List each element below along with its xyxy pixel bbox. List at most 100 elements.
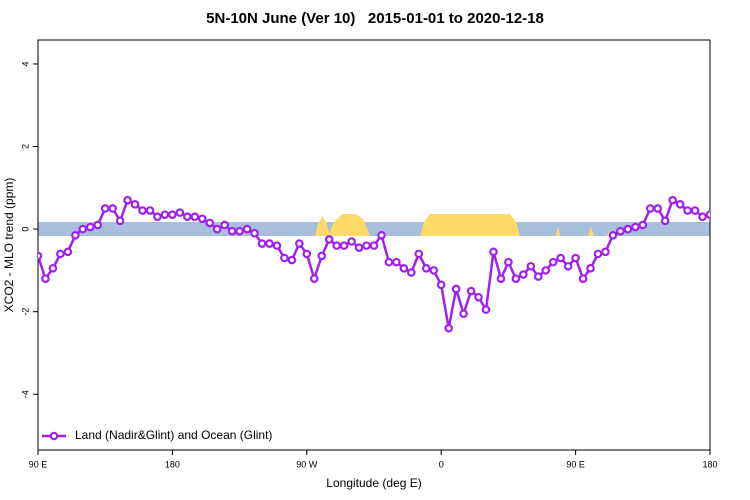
y-tick-label: -4 (20, 390, 30, 398)
point (38, 251, 43, 261)
point (631, 222, 640, 232)
point (459, 309, 468, 319)
point (496, 274, 506, 283)
point (623, 224, 633, 234)
point (48, 264, 58, 273)
point (175, 208, 185, 217)
y-axis-label: XCO2 - MLO trend (ppm) (2, 178, 16, 313)
point (250, 228, 259, 238)
point (257, 239, 267, 248)
y-tick-label: 2 (20, 144, 30, 149)
land-ocean-band (38, 214, 710, 236)
point (593, 249, 603, 259)
point (309, 274, 319, 283)
point (265, 239, 274, 248)
chart-title: 5N-10N June (Ver 10) 2015-01-01 to 2020-… (206, 10, 544, 27)
point (407, 268, 416, 277)
point (123, 195, 132, 205)
x-tick-label: 90 E (29, 459, 48, 469)
point (108, 204, 117, 213)
y-tick-label: -2 (20, 308, 30, 316)
point (421, 264, 431, 273)
point (489, 247, 498, 257)
point (638, 220, 648, 230)
point (168, 210, 177, 219)
point (85, 222, 95, 232)
point (280, 253, 289, 263)
point (675, 200, 685, 209)
point (183, 212, 192, 222)
point (571, 253, 580, 263)
x-tick-label: 0 (439, 459, 444, 469)
x-tick-label: 180 (702, 459, 717, 469)
point (608, 230, 618, 240)
point (63, 247, 73, 257)
point (71, 230, 80, 240)
point (466, 286, 476, 296)
point (56, 249, 65, 259)
x-axis-label: Longitude (deg E) (326, 476, 421, 490)
point (474, 292, 483, 302)
point (668, 195, 677, 205)
point (190, 212, 200, 222)
point (414, 249, 424, 259)
point (369, 241, 379, 250)
point (616, 226, 625, 236)
point (541, 266, 551, 275)
point (100, 204, 110, 213)
point (324, 235, 334, 244)
point (377, 230, 386, 240)
point (519, 270, 528, 279)
point (690, 206, 700, 215)
point (93, 220, 103, 230)
point (578, 274, 588, 283)
point (287, 255, 297, 265)
x-tick-label: 90 E (566, 459, 585, 469)
x-tick-label: 90 W (296, 459, 318, 469)
point (660, 216, 670, 226)
point (399, 264, 409, 273)
point (235, 226, 244, 236)
point (130, 200, 140, 209)
point (272, 241, 282, 250)
plot-area (38, 195, 710, 333)
point (504, 257, 513, 267)
y-tick-label: 4 (20, 61, 30, 66)
point (227, 226, 237, 236)
point (698, 212, 707, 222)
point (145, 206, 155, 215)
point (601, 247, 610, 257)
point (347, 237, 356, 246)
point (444, 323, 453, 333)
point (339, 241, 349, 250)
point (429, 266, 439, 275)
point (563, 261, 573, 271)
point (212, 224, 222, 234)
point (511, 274, 521, 283)
point (295, 239, 304, 248)
legend-marker (49, 431, 59, 441)
point (242, 224, 252, 234)
point (362, 241, 371, 250)
point (160, 210, 170, 219)
point (205, 218, 215, 228)
point (138, 206, 147, 215)
point (586, 264, 595, 273)
point (481, 305, 491, 314)
point (41, 274, 50, 283)
point (705, 210, 710, 219)
point (302, 249, 312, 259)
legend-label: Land (Nadir&Glint) and Ocean (Glint) (75, 428, 272, 442)
series-line (38, 198, 710, 329)
point (548, 257, 558, 267)
point (354, 243, 364, 252)
y-tick-label: 0 (20, 227, 30, 232)
point (317, 251, 327, 261)
point (451, 284, 461, 294)
point (384, 257, 394, 267)
point (556, 253, 565, 263)
point (153, 212, 162, 222)
point (436, 280, 446, 290)
point (533, 272, 543, 281)
